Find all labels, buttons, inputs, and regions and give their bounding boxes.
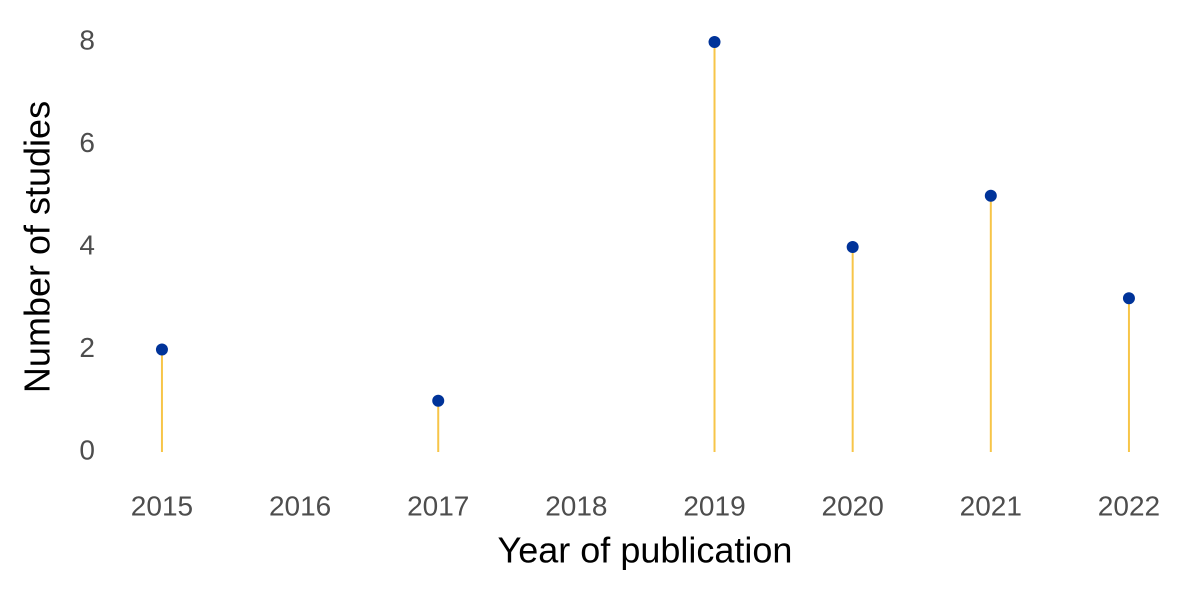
x-tick-label: 2020 [822,490,884,521]
x-tick-label: 2018 [545,490,607,521]
x-tick-label: 2021 [960,490,1022,521]
dot [846,241,859,253]
dot [432,394,445,407]
y-tick-label: 2 [79,332,95,363]
y-axis-title: Number of studies [17,101,58,393]
y-tick-label: 6 [79,127,95,158]
y-tick-label: 8 [79,24,95,55]
x-tick-label: 2019 [683,490,745,521]
x-tick-label: 2015 [131,490,193,521]
dot [155,343,168,356]
dot [1122,292,1135,305]
x-tick-label: 2022 [1098,490,1160,521]
dot [984,189,997,202]
x-axis-title: Year of publication [498,530,793,571]
x-tick-label: 2017 [407,490,469,521]
y-tick-label: 0 [79,434,95,465]
x-tick-label: 2016 [269,490,331,521]
y-tick-label: 4 [79,229,95,260]
dot [708,36,721,48]
